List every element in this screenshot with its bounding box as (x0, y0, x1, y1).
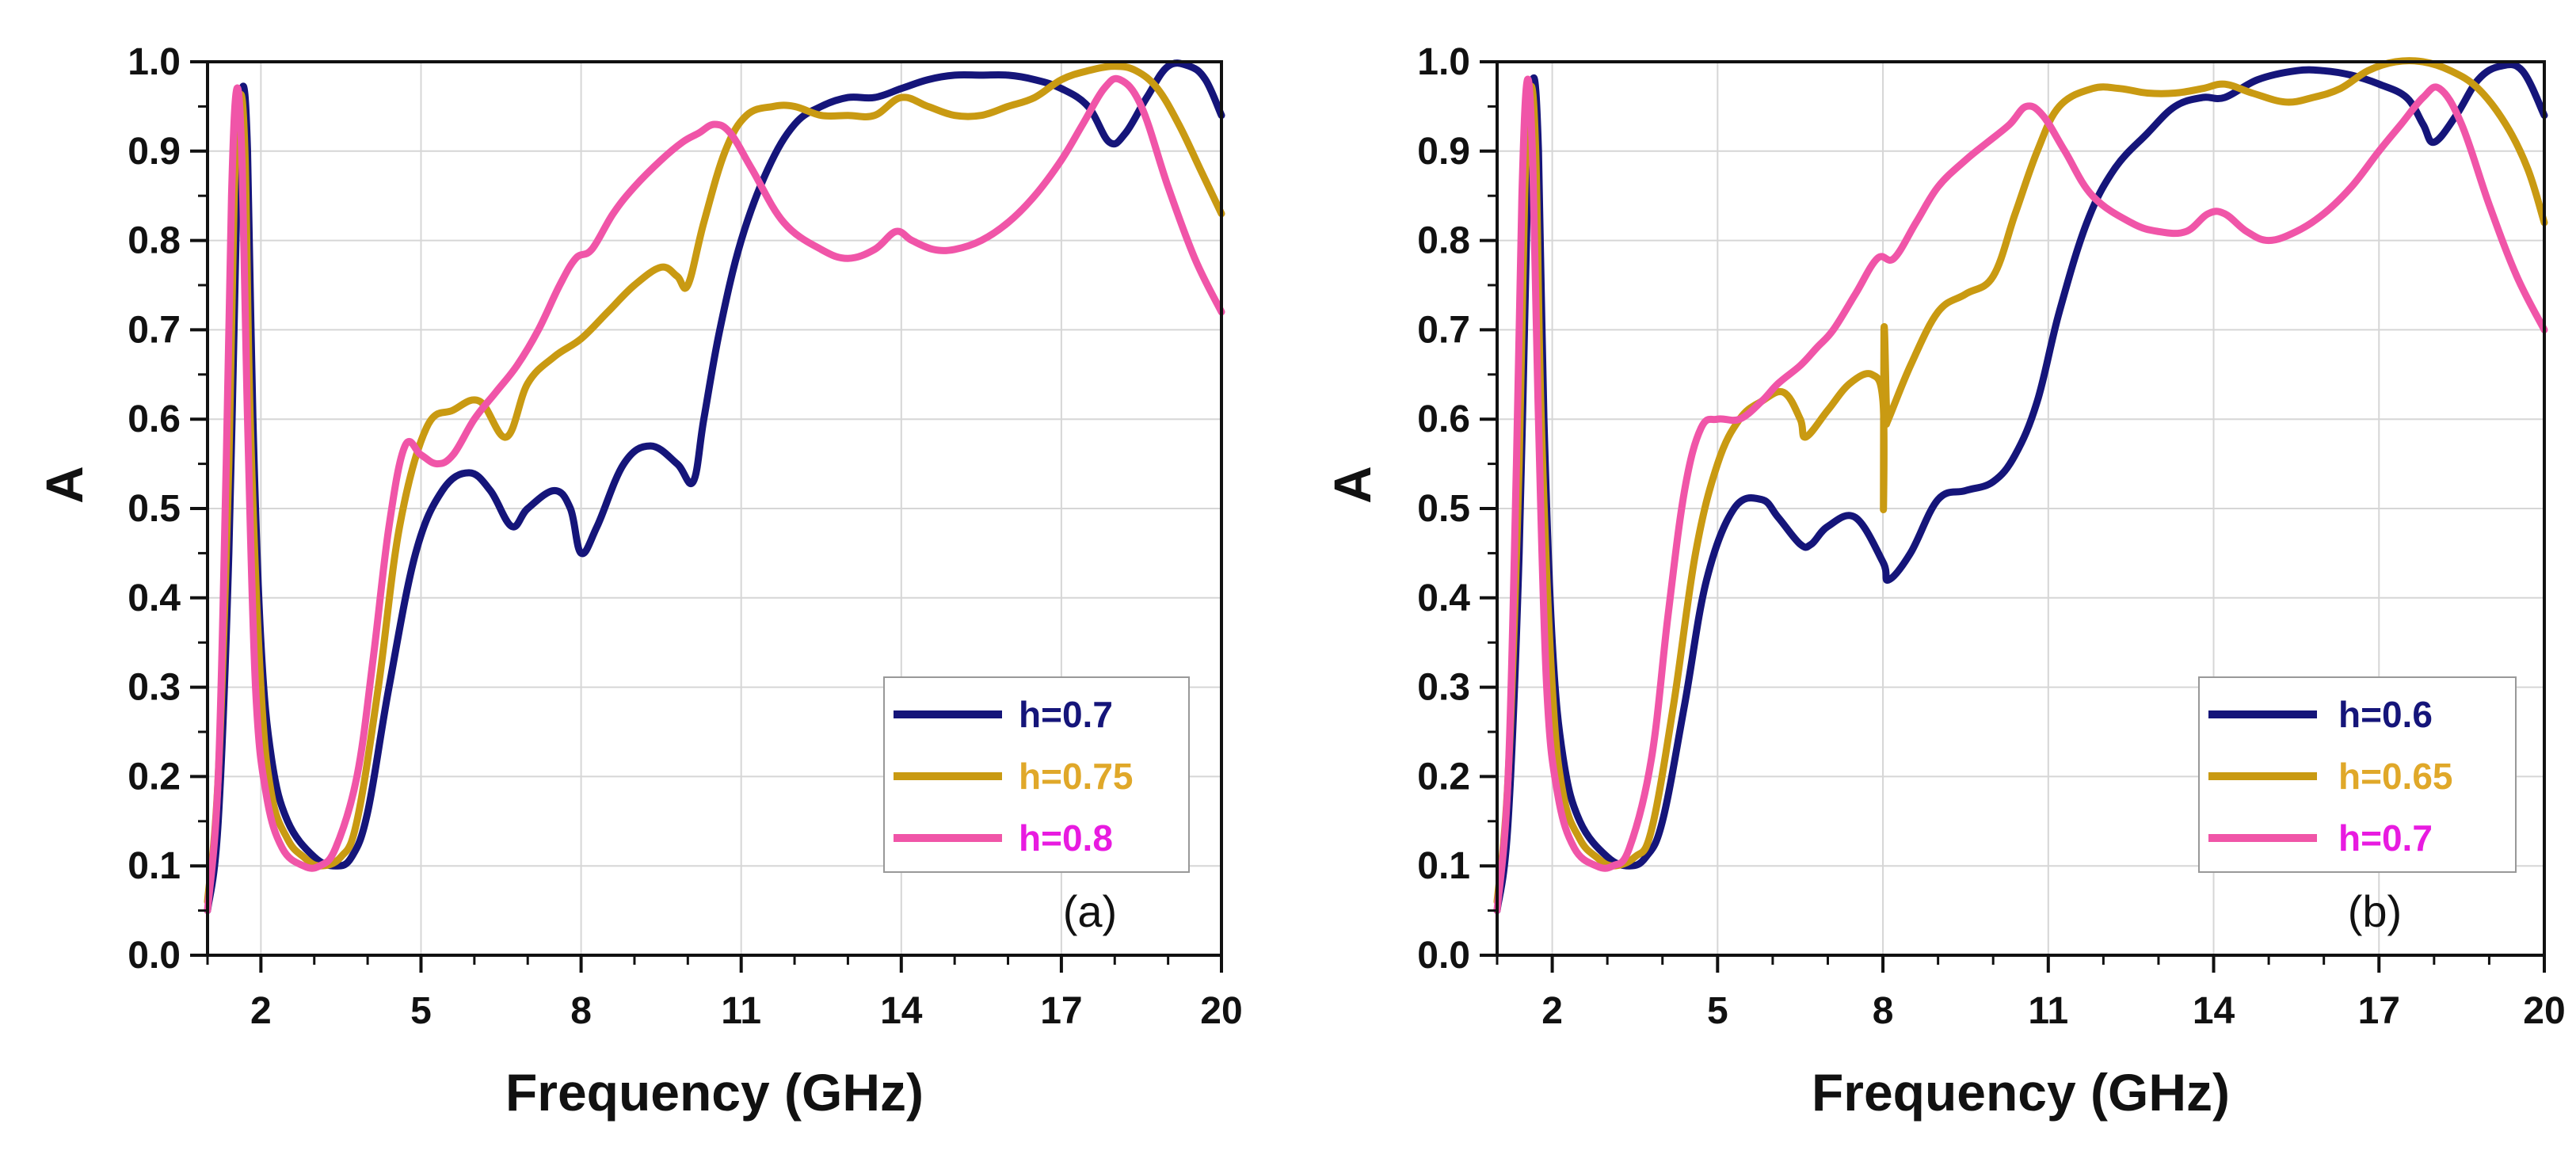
y-tick-label-a-4: 0.4 (128, 577, 181, 619)
x-tick-label-b-3: 11 (2028, 990, 2068, 1032)
x-tick-label-b-0: 2 (1541, 990, 1563, 1032)
y-tick-label-a-0: 0.0 (128, 935, 181, 977)
x-tick-label-b-2: 8 (1873, 990, 1894, 1032)
y-tick-label-b-4: 0.4 (1417, 577, 1470, 619)
y-tick-label-a-2: 0.2 (128, 756, 181, 798)
legend-label-a-1: h=0.75 (1019, 756, 1134, 797)
x-axis-title-a: Frequency (GHz) (505, 1063, 924, 1122)
y-tick-label-b-7: 0.7 (1417, 309, 1470, 351)
y-tick-label-b-2: 0.2 (1417, 756, 1470, 798)
legend-label-a-2: h=0.8 (1019, 817, 1113, 859)
y-tick-label-a-5: 0.5 (128, 488, 181, 530)
panel-label-b: (b) (2348, 886, 2402, 936)
y-axis-title-b: A (1323, 466, 1381, 504)
y-tick-label-b-6: 0.6 (1417, 398, 1470, 440)
series-b (1493, 57, 2548, 915)
legend-label-b-1: h=0.65 (2338, 756, 2453, 797)
y-tick-label-b-8: 0.8 (1417, 220, 1470, 262)
x-tick-label-a-5: 17 (1040, 990, 1082, 1032)
x-tick-label-b-1: 5 (1707, 990, 1728, 1032)
y-axis-title-a: A (35, 466, 93, 504)
x-tick-label-a-6: 20 (1200, 990, 1242, 1032)
x-tick-label-a-4: 14 (880, 990, 923, 1032)
x-tick-label-a-3: 11 (721, 990, 761, 1032)
y-tick-label-a-8: 0.8 (128, 220, 181, 262)
x-tick-label-a-2: 8 (570, 990, 592, 1032)
y-tick-label-a-1: 0.1 (128, 845, 181, 887)
legend-label-a-0: h=0.7 (1019, 694, 1113, 735)
legend-label-b-2: h=0.7 (2338, 817, 2433, 859)
x-tick-label-a-0: 2 (250, 990, 272, 1032)
legend-b: h=0.6 h=0.65 h=0.7 (2198, 676, 2517, 873)
x-tick-label-b-5: 17 (2358, 990, 2400, 1032)
x-axis-title-b: Frequency (GHz) (1812, 1063, 2230, 1122)
series-a (204, 59, 1225, 915)
tick-labels-b: 2 5 8 11 14 17 20 0.0 0.1 0.2 0.3 0.4 0.5 0.6 0.7 0.8 0.… (1417, 41, 2565, 1032)
y-tick-label-b-10: 1.0 (1417, 41, 1470, 83)
y-tick-label-b-1: 0.1 (1417, 845, 1470, 887)
ticks-a (190, 60, 1223, 973)
y-tick-label-a-10: 1.0 (128, 41, 181, 83)
chart-panel-b: 2 5 8 11 14 17 20 0.0 0.1 0.2 0.3 0.4 0.5 0.6 0.7 0.8 0.… (1323, 41, 2566, 1122)
y-tick-label-a-7: 0.7 (128, 309, 181, 351)
y-tick-label-b-5: 0.5 (1417, 488, 1470, 530)
legend-label-b-0: h=0.6 (2338, 694, 2433, 735)
tick-labels-a: 2 5 8 11 14 17 20 0.0 0.1 0.2 0.3 0.4 0.5 0.6 0.7 0.8 0.… (128, 41, 1242, 1032)
legend-a: h=0.7 h=0.75 h=0.8 (883, 676, 1190, 873)
y-tick-label-a-9: 0.9 (128, 131, 181, 173)
series-line-a-2 (204, 74, 1225, 915)
y-tick-label-b-3: 0.3 (1417, 667, 1470, 709)
y-tick-label-a-3: 0.3 (128, 667, 181, 709)
y-tick-label-b-0: 0.0 (1417, 935, 1470, 977)
chart-panel-a: 2 5 8 11 14 17 20 0.0 0.1 0.2 0.3 0.4 0.5 0.6 0.7 0.8 0.… (35, 41, 1243, 1122)
x-tick-label-a-1: 5 (410, 990, 432, 1032)
x-tick-label-b-4: 14 (2193, 990, 2235, 1032)
x-tick-label-b-6: 20 (2523, 990, 2565, 1032)
y-tick-label-a-6: 0.6 (128, 398, 181, 440)
ticks-b (1480, 60, 2546, 973)
y-tick-label-b-9: 0.9 (1417, 131, 1470, 173)
panel-label-a: (a) (1063, 886, 1117, 936)
series-line-b-2 (1493, 75, 2548, 915)
